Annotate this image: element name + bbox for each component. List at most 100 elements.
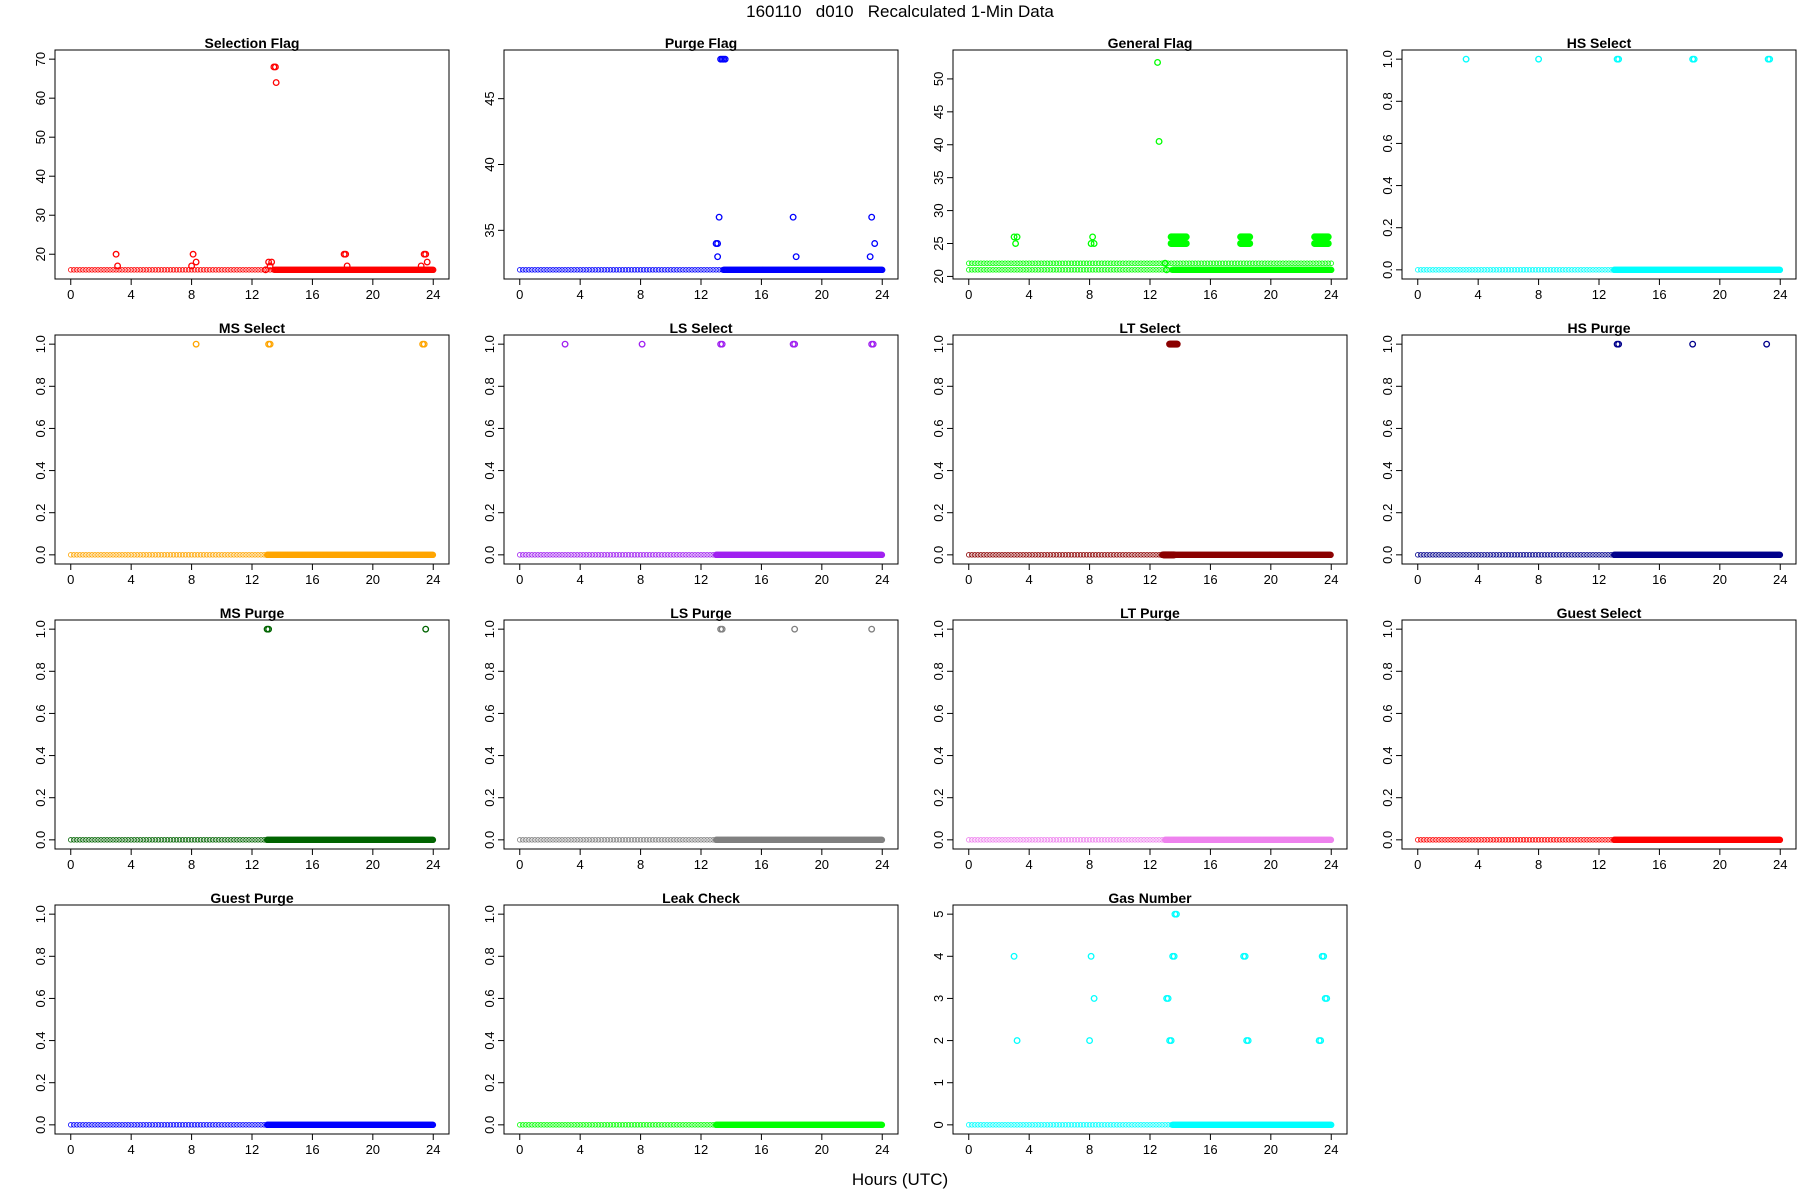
x-tick-label: 16 (305, 287, 319, 302)
data-point (1013, 1037, 1021, 1045)
x-tick-label: 8 (188, 1142, 195, 1157)
baseline-point (604, 837, 611, 843)
baseline-point (1026, 260, 1032, 266)
y-tick-label: 0.0 (33, 546, 48, 564)
baseline-point (252, 267, 258, 273)
baseline-point (203, 1122, 210, 1128)
baseline-point (634, 267, 641, 273)
baseline-point (1123, 260, 1129, 266)
baseline-point (981, 837, 987, 843)
baseline-point (978, 552, 984, 558)
baseline-point (1544, 267, 1551, 273)
baseline-point (671, 837, 677, 843)
baseline-point (101, 837, 107, 843)
baseline-point (1478, 837, 1484, 843)
baseline-point (1026, 267, 1032, 273)
y-tick-label: 0.2 (1380, 219, 1395, 237)
baseline-point (179, 837, 186, 843)
y-tick-label: 0.6 (482, 419, 497, 437)
data-point (1615, 55, 1623, 63)
baseline-point (1325, 260, 1331, 266)
baseline-point (1132, 267, 1138, 273)
baseline-point (1599, 552, 1605, 558)
baseline-point (430, 266, 437, 274)
baseline-point (1475, 267, 1481, 273)
baseline-point (197, 1122, 204, 1128)
baseline-point (149, 837, 156, 843)
baseline-point (197, 552, 204, 558)
baseline-point (1439, 552, 1445, 558)
baseline-point (532, 552, 538, 558)
baseline-point (1008, 267, 1014, 273)
y-tick-label: 0.4 (1380, 462, 1395, 480)
baseline-point (662, 1122, 668, 1128)
baseline-point (1150, 552, 1156, 558)
baseline-point (984, 260, 990, 266)
baseline-point (1098, 260, 1105, 266)
baseline-point (556, 1122, 562, 1128)
baseline-point (646, 837, 653, 843)
baseline-point (969, 1122, 975, 1128)
baseline-point (173, 1122, 180, 1128)
baseline-point (993, 267, 999, 273)
baseline-point (1557, 267, 1563, 273)
baseline-point (601, 552, 608, 558)
baseline-point (1032, 260, 1038, 266)
baseline-point (1517, 552, 1524, 558)
baseline-point (1086, 837, 1093, 843)
data-point (868, 213, 876, 221)
baseline-point (1029, 260, 1035, 266)
baseline-point (674, 552, 680, 558)
baseline-point (1192, 260, 1199, 266)
baseline-point (592, 552, 598, 558)
baseline-point (140, 1122, 146, 1128)
y-tick-label: 45 (931, 105, 946, 119)
baseline-point (1602, 552, 1608, 558)
baseline-point (1575, 267, 1581, 273)
x-tick-label: 16 (1652, 572, 1666, 587)
y-tick-label: 35 (931, 170, 946, 184)
baseline-point (526, 837, 532, 843)
baseline-point (1095, 837, 1102, 843)
baseline-point (662, 837, 668, 843)
baseline-point (77, 1122, 83, 1128)
baseline-point (577, 1122, 583, 1128)
baseline-point (1108, 837, 1114, 843)
baseline-point (1590, 552, 1596, 558)
baseline-point (155, 837, 162, 843)
baseline-point (544, 267, 550, 273)
baseline-point (517, 552, 523, 558)
data-point (715, 213, 723, 221)
baseline-point (1032, 837, 1038, 843)
baseline-point (83, 552, 89, 558)
baseline-point (185, 552, 192, 558)
baseline-point (210, 1122, 216, 1128)
baseline-point (222, 1122, 228, 1128)
baseline-point (164, 1122, 171, 1128)
baseline-point (1587, 837, 1593, 843)
baseline-point (1044, 552, 1050, 558)
baseline-point (1095, 552, 1102, 558)
baseline-point (249, 267, 255, 273)
baseline-point (1526, 552, 1533, 558)
baseline-point (122, 1122, 128, 1128)
data-point (1763, 340, 1771, 348)
y-tick-label: 2 (931, 1037, 946, 1044)
y-tick-label: 0.0 (33, 831, 48, 849)
baseline-point (1427, 267, 1433, 273)
baseline-point (710, 267, 716, 273)
data-point (718, 340, 726, 348)
baseline-point (610, 1122, 617, 1128)
baseline-point (1153, 837, 1159, 843)
baseline-point (553, 1122, 559, 1128)
baseline-point (89, 267, 95, 273)
baseline-point (966, 1122, 972, 1128)
x-tick-label: 0 (965, 287, 972, 302)
baseline-point (1560, 267, 1566, 273)
baseline-point (625, 552, 632, 558)
baseline-point (990, 260, 996, 266)
baseline-point (1541, 837, 1548, 843)
baseline-point (1035, 267, 1041, 273)
baseline-point (164, 837, 171, 843)
baseline-point (71, 552, 77, 558)
